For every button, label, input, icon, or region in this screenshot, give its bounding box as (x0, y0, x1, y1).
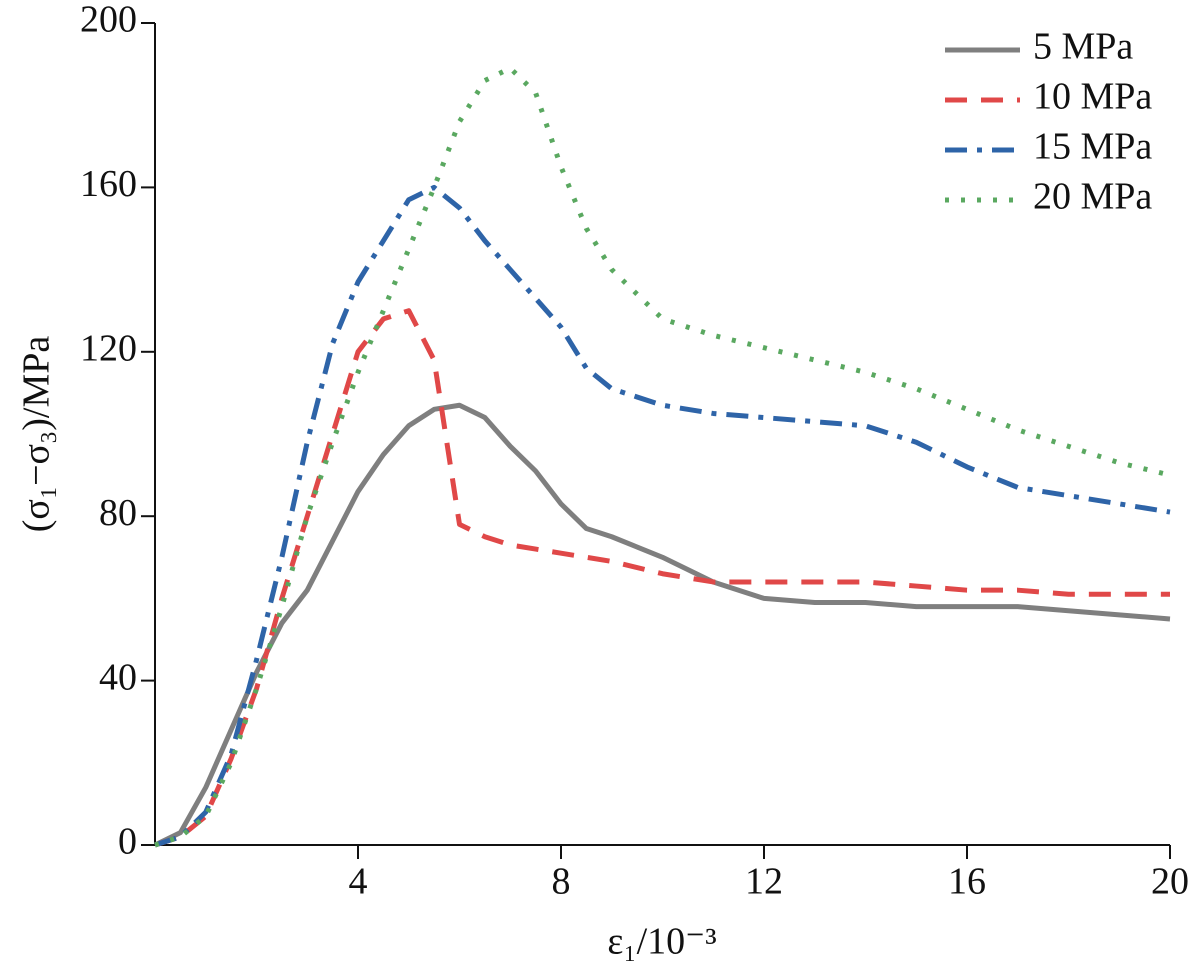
legend-label: 5 MPa (1033, 26, 1133, 68)
y-axis-label: (σ₁−σ₃)/MPa (16, 336, 58, 533)
x-tick-label: 4 (349, 861, 368, 903)
x-tick-label: 12 (745, 861, 783, 903)
y-tick-label: 0 (118, 821, 137, 863)
series-line (154, 308, 1170, 848)
x-tick-label: 8 (552, 861, 571, 903)
y-tick-label: 200 (80, 0, 137, 41)
series-line (154, 65, 1171, 848)
y-tick-label: 40 (99, 656, 137, 698)
series-line (154, 184, 1171, 848)
y-tick-label: 120 (80, 328, 137, 370)
legend-label: 15 MPa (1033, 126, 1152, 168)
x-tick-label: 16 (948, 861, 986, 903)
y-tick-label: 80 (99, 492, 137, 534)
legend-label: 10 MPa (1033, 76, 1152, 118)
y-tick-label: 160 (80, 163, 137, 205)
legend-label: 20 MPa (1033, 176, 1152, 218)
x-tick-label: 20 (1151, 861, 1189, 903)
x-axis-label: ε₁/10⁻³ (607, 921, 716, 963)
series-line (153, 402, 1171, 848)
